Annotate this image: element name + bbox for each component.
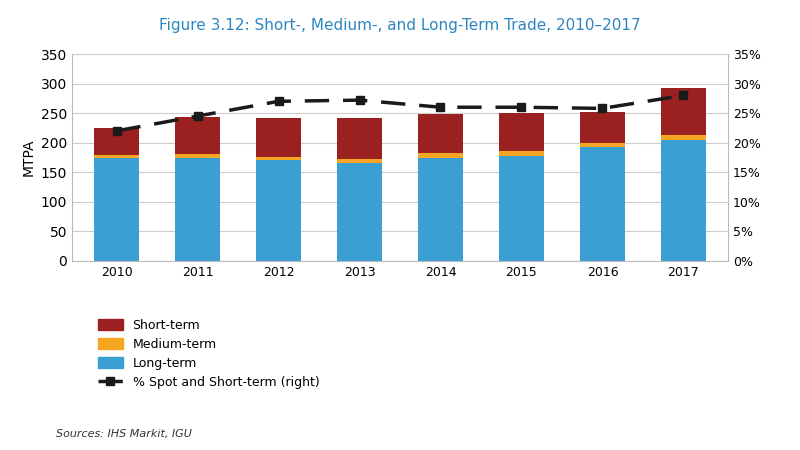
Bar (256, 118, 301, 157)
Bar (256, 157, 301, 161)
Y-axis label: MTPA: MTPA (22, 139, 35, 176)
Bar (661, 140, 706, 261)
Bar (499, 156, 544, 261)
Bar (580, 112, 625, 143)
Bar (94, 128, 139, 154)
Bar (418, 114, 462, 153)
Legend: Short-term, Medium-term, Long-term, % Spot and Short-term (right): Short-term, Medium-term, Long-term, % Sp… (91, 312, 326, 396)
Text: Sources: IHS Markit, IGU: Sources: IHS Markit, IGU (56, 429, 192, 439)
Text: Figure 3.12: Short-, Medium-, and Long-Term Trade, 2010–2017: Figure 3.12: Short-, Medium-, and Long-T… (159, 18, 641, 33)
Bar (580, 143, 625, 148)
Bar (175, 117, 220, 154)
Bar (338, 163, 382, 261)
Bar (418, 153, 462, 158)
Bar (94, 158, 139, 261)
Bar (499, 113, 544, 151)
Bar (256, 161, 301, 261)
Bar (661, 135, 706, 140)
Bar (94, 154, 139, 158)
Bar (580, 148, 625, 261)
Bar (338, 118, 382, 159)
Bar (175, 158, 220, 261)
Bar (175, 154, 220, 157)
Bar (418, 158, 462, 261)
Bar (338, 159, 382, 163)
Bar (499, 151, 544, 156)
Bar (661, 88, 706, 135)
